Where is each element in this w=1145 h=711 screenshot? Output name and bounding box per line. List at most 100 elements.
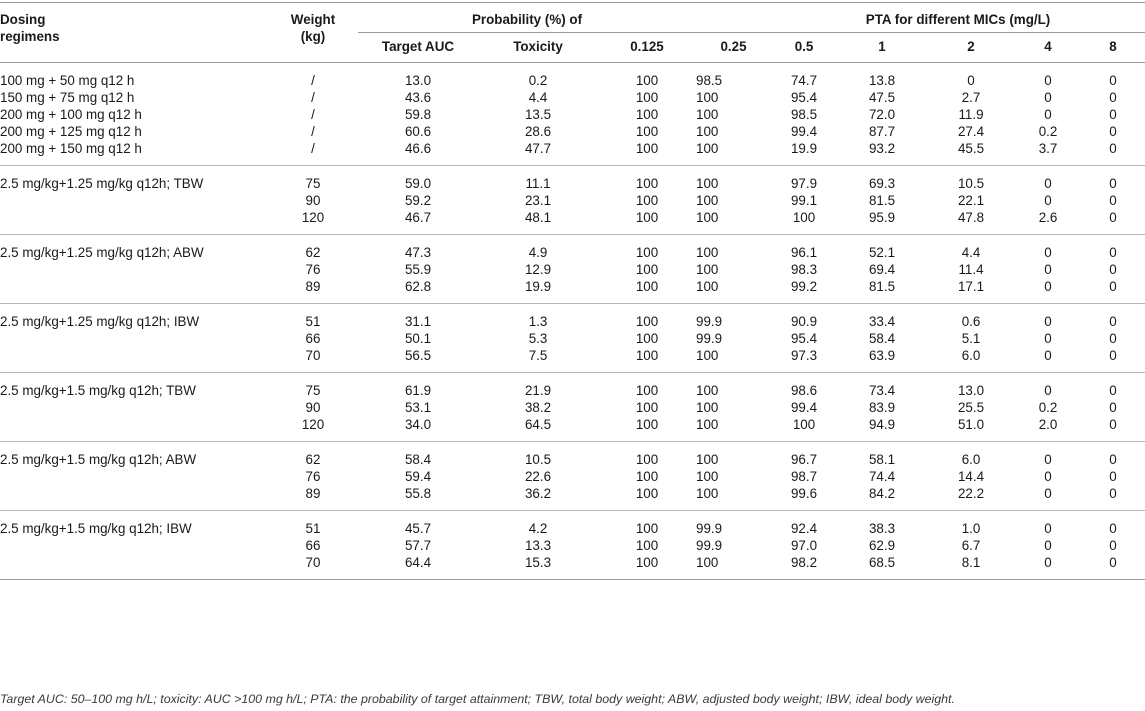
cell-mic-8: 0 <box>1109 176 1117 191</box>
cell-toxicity: 4.2 <box>528 521 548 536</box>
cell-mic-2: 0.6 <box>961 314 981 329</box>
cell-mic-0125: 100 <box>635 348 659 363</box>
cell-mic-1: 81.5 <box>868 193 896 208</box>
regimen-header: Dosing regimens <box>0 2 268 63</box>
cell-mic-2: 27.4 <box>957 124 985 139</box>
cell-mic-0125: 100 <box>635 555 659 570</box>
cell-mic-1: 73.4 <box>868 383 896 398</box>
cell-mic-8: 0 <box>1109 73 1117 88</box>
cell-mic-8: 0 <box>1109 279 1117 294</box>
cell-mic-025: 100 <box>696 193 719 208</box>
cell-weight: 51 <box>305 521 321 536</box>
table-row: 100 mg + 50 mg q12 h / 13.0 0.2 100 98.5 74.7 1… <box>0 63 1145 90</box>
table-row: 70 64.4 15.3 100 100 98.2 68.5 8.1 0 0 <box>0 554 1145 580</box>
cell-mic-025: 99.9 <box>696 314 723 329</box>
cell-mic-4: 0 <box>1044 452 1052 467</box>
cell-mic-05: 99.2 <box>790 279 818 294</box>
cell-regimen <box>0 209 268 235</box>
col-mic-4: 4 <box>1015 32 1081 63</box>
cell-regimen: 200 mg + 150 mg q12 h <box>0 141 142 156</box>
table-row: 200 mg + 150 mg q12 h / 46.6 47.7 100 100 19.9… <box>0 140 1145 166</box>
cell-mic-8: 0 <box>1109 417 1117 432</box>
table-row: 66 50.1 5.3 100 99.9 95.4 58.4 5.1 0 0 <box>0 330 1145 347</box>
cell-mic-8: 0 <box>1109 245 1117 260</box>
cell-mic-2: 1.0 <box>961 521 981 536</box>
cell-mic-1: 95.9 <box>868 210 896 225</box>
cell-mic-8: 0 <box>1109 348 1117 363</box>
cell-weight: 70 <box>305 555 321 570</box>
cell-mic-2: 6.0 <box>961 452 981 467</box>
cell-mic-025: 100 <box>696 400 719 415</box>
cell-mic-4: 0 <box>1044 245 1052 260</box>
cell-mic-2: 5.1 <box>961 331 981 346</box>
cell-target-auc: 46.6 <box>404 141 432 156</box>
cell-mic-05: 96.7 <box>790 452 818 467</box>
cell-toxicity: 48.1 <box>524 210 552 225</box>
cell-mic-025: 100 <box>696 383 719 398</box>
pta-table: Dosing regimens Weight (kg) Probability (%… <box>0 2 1145 580</box>
cell-mic-025: 100 <box>696 486 719 501</box>
cell-toxicity: 64.5 <box>524 417 552 432</box>
cell-mic-2: 4.4 <box>961 245 981 260</box>
pta-group-header: PTA for different MICs (mg/L) <box>771 2 1145 33</box>
cell-mic-8: 0 <box>1109 331 1117 346</box>
cell-regimen: 2.5 mg/kg+1.5 mg/kg q12h; TBW <box>0 383 196 398</box>
cell-mic-1: 72.0 <box>868 107 896 122</box>
cell-weight: 89 <box>305 486 321 501</box>
cell-mic-4: 0.2 <box>1038 400 1058 415</box>
cell-toxicity: 0.2 <box>528 73 548 88</box>
table-row: 120 46.7 48.1 100 100 100 95.9 47.8 2.6 0 <box>0 209 1145 235</box>
cell-toxicity: 13.5 <box>524 107 552 122</box>
cell-mic-05: 98.5 <box>790 107 818 122</box>
cell-mic-05: 95.4 <box>790 90 818 105</box>
cell-mic-8: 0 <box>1109 90 1117 105</box>
cell-target-auc: 60.6 <box>404 124 432 139</box>
col-toxicity: Toxicity <box>478 32 598 63</box>
cell-mic-1: 62.9 <box>868 538 896 553</box>
cell-mic-8: 0 <box>1109 107 1117 122</box>
cell-mic-1: 69.4 <box>868 262 896 277</box>
cell-toxicity: 5.3 <box>528 331 548 346</box>
cell-mic-1: 13.8 <box>868 73 896 88</box>
cell-mic-2: 0 <box>967 73 975 88</box>
cell-mic-025: 100 <box>696 555 719 570</box>
regimen-group: 2.5 mg/kg+1.5 mg/kg q12h; TBW 75 61.9 21.9 1… <box>0 373 1145 442</box>
cell-toxicity: 38.2 <box>524 400 552 415</box>
cell-mic-025: 100 <box>696 141 719 156</box>
cell-mic-4: 0 <box>1044 469 1052 484</box>
cell-mic-05: 97.0 <box>790 538 818 553</box>
cell-mic-2: 6.0 <box>961 348 981 363</box>
cell-mic-0125: 100 <box>635 331 659 346</box>
cell-mic-05: 92.4 <box>790 521 818 536</box>
cell-weight: 51 <box>305 314 321 329</box>
cell-weight: 70 <box>305 348 321 363</box>
cell-mic-0125: 100 <box>635 314 659 329</box>
cell-mic-1: 58.1 <box>868 452 896 467</box>
cell-regimen <box>0 416 268 442</box>
cell-weight: 66 <box>305 331 321 346</box>
table-row: 90 59.2 23.1 100 100 99.1 81.5 22.1 0 0 <box>0 192 1145 209</box>
cell-mic-025: 99.9 <box>696 538 723 553</box>
cell-mic-05: 19.9 <box>790 141 818 156</box>
cell-mic-05: 99.4 <box>790 124 818 139</box>
cell-mic-8: 0 <box>1109 555 1117 570</box>
cell-target-auc: 45.7 <box>404 521 432 536</box>
cell-toxicity: 47.7 <box>524 141 552 156</box>
cell-regimen <box>0 485 268 511</box>
cell-target-auc: 57.7 <box>404 538 432 553</box>
table-row: 89 62.8 19.9 100 100 99.2 81.5 17.1 0 0 <box>0 278 1145 304</box>
cell-target-auc: 56.5 <box>404 348 432 363</box>
table-row: 76 59.4 22.6 100 100 98.7 74.4 14.4 0 0 <box>0 468 1145 485</box>
table-row: 76 55.9 12.9 100 100 98.3 69.4 11.4 0 0 <box>0 261 1145 278</box>
cell-mic-8: 0 <box>1109 141 1117 156</box>
cell-mic-05: 100 <box>792 417 816 432</box>
cell-toxicity: 4.9 <box>528 245 548 260</box>
table-row: 150 mg + 75 mg q12 h / 43.6 4.4 100 100 95.4 47… <box>0 89 1145 106</box>
cell-weight: 75 <box>305 176 321 191</box>
cell-mic-0125: 100 <box>635 73 659 88</box>
cell-regimen: 2.5 mg/kg+1.25 mg/kg q12h; TBW <box>0 176 204 191</box>
regimen-group: 2.5 mg/kg+1.5 mg/kg q12h; IBW 51 45.7 4.2 10… <box>0 511 1145 580</box>
cell-mic-8: 0 <box>1109 469 1117 484</box>
cell-target-auc: 59.8 <box>404 107 432 122</box>
table-row: 89 55.8 36.2 100 100 99.6 84.2 22.2 0 0 <box>0 485 1145 511</box>
